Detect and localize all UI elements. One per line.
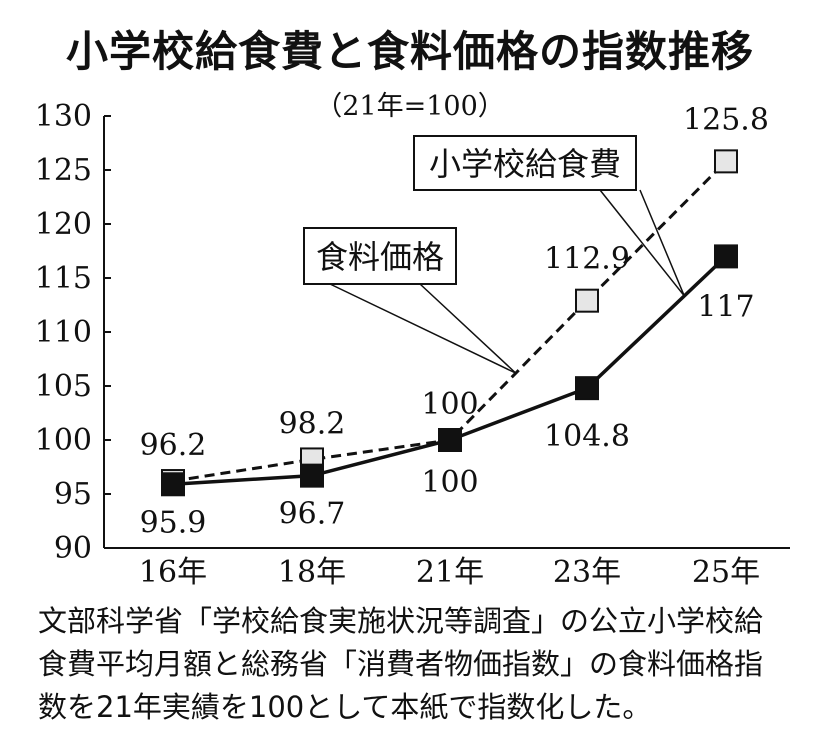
data-label-school-lunch: 96.2 [140, 428, 207, 463]
data-label-school-lunch: 112.9 [544, 242, 630, 277]
data-point-school-lunch [575, 288, 599, 313]
y-tick-label: 90 [54, 531, 92, 566]
legend-label: 食料価格 [316, 238, 444, 276]
y-tick-label: 115 [35, 261, 92, 296]
legend-leader-line [329, 283, 517, 374]
data-label-food-price: 117 [697, 289, 754, 324]
x-tick-label: 23年 [553, 555, 621, 590]
note-line: 食費平均月額と総務省「消費者物価指数」の食料価格指 [38, 647, 764, 681]
data-label-food-price: 100 [421, 465, 478, 500]
chart-subtitle: （21年=100） [315, 91, 505, 122]
data-point-school-lunch [714, 149, 738, 174]
y-tick-label: 130 [35, 99, 92, 134]
y-tick-label: 120 [35, 207, 92, 242]
y-tick-label: 95 [54, 477, 92, 512]
line-chart: 90 95 100 105 110 115 120 125 130 16年 18年 21年 23年 25… [35, 99, 790, 590]
data-label-school-lunch: 100 [421, 387, 478, 422]
data-label-school-lunch: 125.8 [683, 102, 769, 137]
legend-box [413, 135, 637, 191]
chart-title: 小学校給食費と食料価格の指数推移 [65, 27, 754, 76]
y-tick-label: 105 [35, 369, 92, 404]
legend-box [303, 227, 457, 285]
x-tick-label: 18年 [278, 555, 346, 590]
y-tick-label: 100 [35, 423, 92, 458]
x-tick-label: 16年 [139, 555, 207, 590]
data-point-food-price [438, 428, 462, 452]
source-note: 文部科学省「学校給食実施状況等調査」の公立小学校給 食費平均月額と総務省「消費者… [38, 600, 798, 729]
data-point-food-price [714, 244, 738, 269]
y-tick-label: 110 [35, 315, 92, 350]
data-label-food-price: 96.7 [279, 497, 346, 532]
legend-label: 小学校給食費 [429, 145, 621, 183]
data-label-food-price: 95.9 [140, 505, 207, 540]
data-point-food-price [575, 376, 599, 401]
y-tick-label: 125 [35, 153, 92, 188]
data-point-food-price [161, 472, 185, 497]
note-line: 文部科学省「学校給食実施状況等調査」の公立小学校給 [38, 604, 764, 638]
data-label-school-lunch: 98.2 [279, 406, 346, 441]
x-tick-label: 25年 [692, 555, 760, 590]
note-line: 数を21年実績を100として本紙で指数化した。 [38, 690, 652, 724]
data-label-food-price: 104.8 [544, 419, 630, 454]
x-tick-label: 21年 [416, 555, 484, 590]
data-point-food-price [300, 463, 324, 488]
